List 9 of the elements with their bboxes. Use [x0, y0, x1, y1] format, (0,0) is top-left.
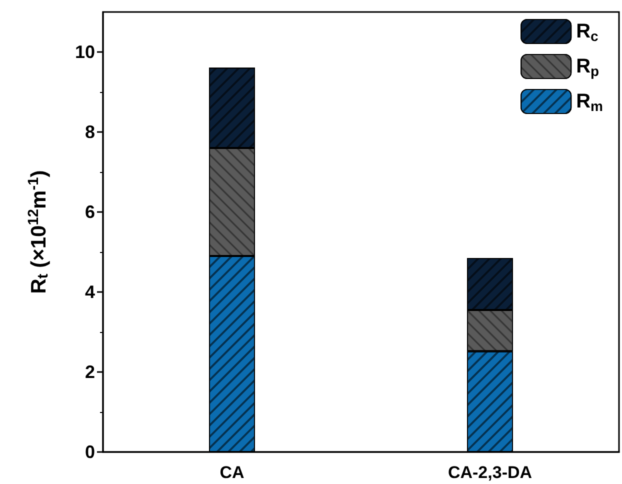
- y-tick-label: 10: [74, 42, 95, 62]
- y-tick-label: 0: [84, 442, 95, 462]
- y-tick-label: 4: [84, 282, 95, 302]
- y-tick-label: 8: [84, 122, 95, 142]
- x-tick-label: CA-2,3-DA: [448, 463, 532, 482]
- y-axis-title: Rt (×1012m-1): [26, 170, 52, 294]
- y-tick-label: 2: [84, 362, 95, 382]
- y-tick-label: 6: [84, 202, 95, 222]
- x-tick-label: CA: [220, 463, 244, 482]
